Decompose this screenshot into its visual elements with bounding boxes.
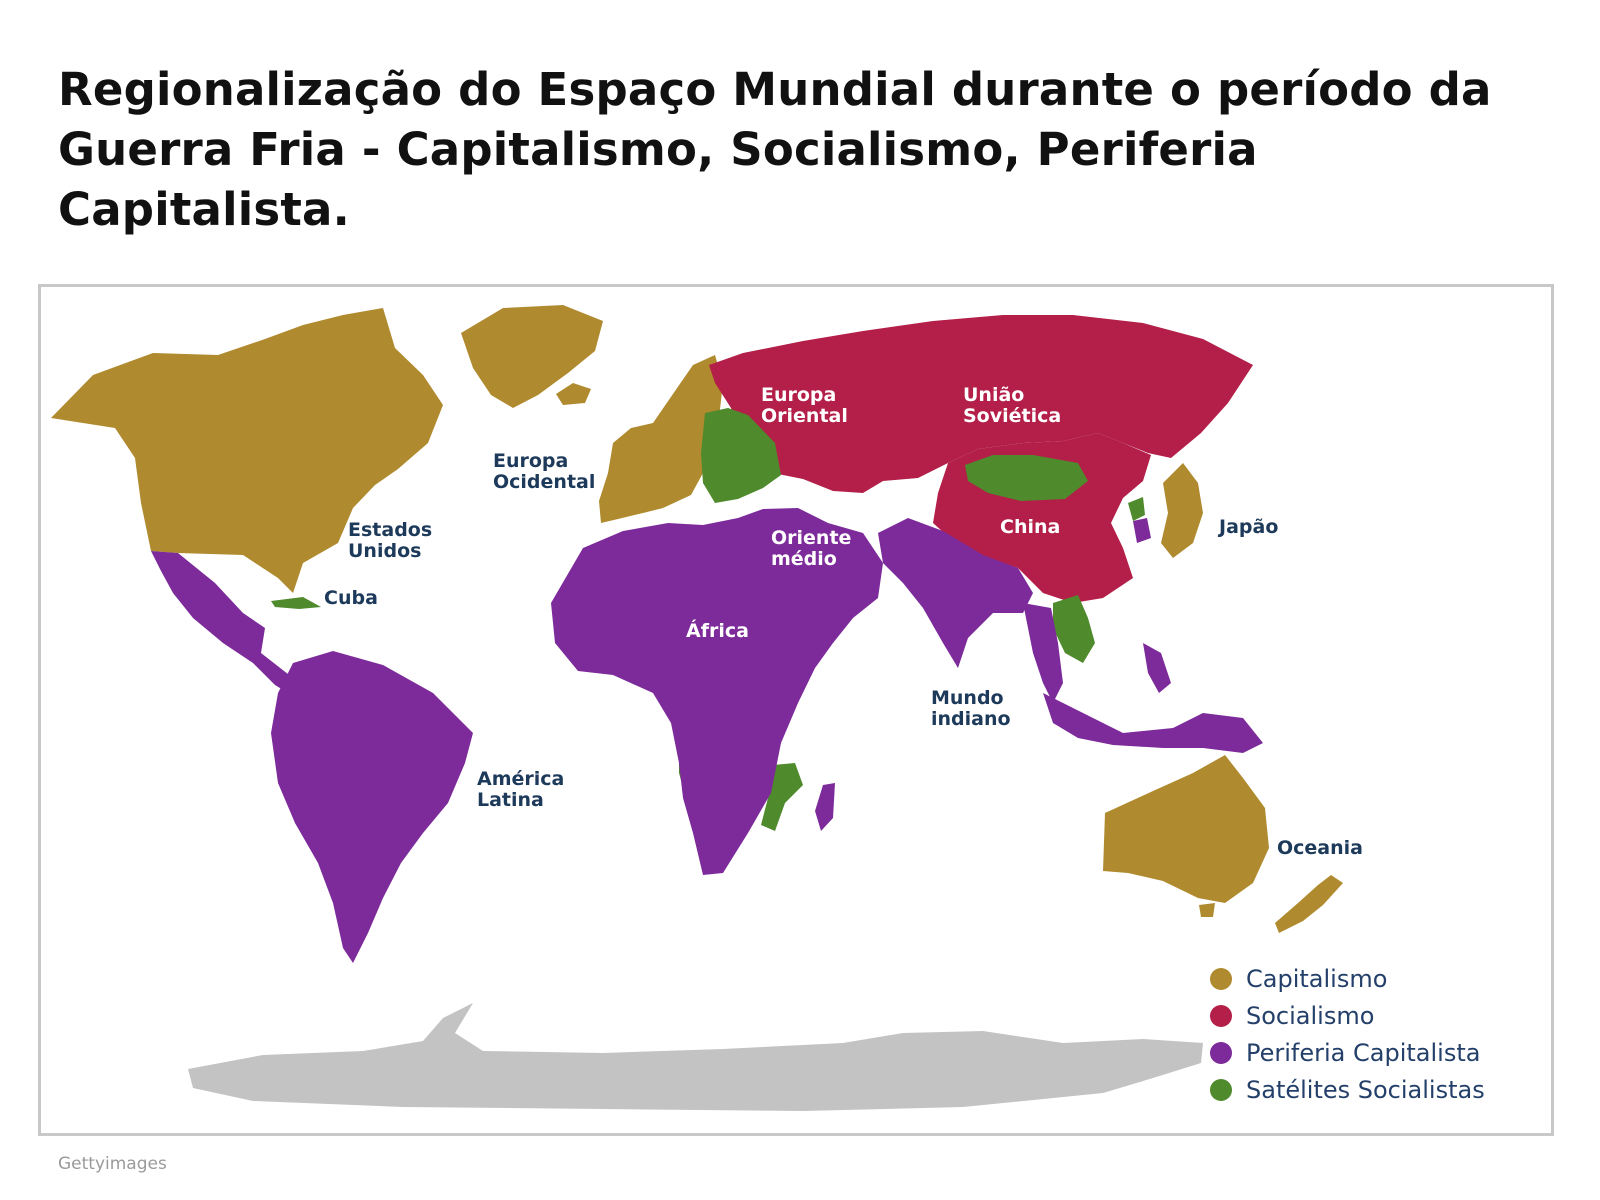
ussr-shape — [709, 315, 1253, 493]
legend-swatch-periferia — [1210, 1041, 1232, 1064]
mongolia-shape — [965, 455, 1088, 501]
cuba-shape — [271, 597, 321, 609]
map-label-cuba: Cuba — [324, 587, 378, 609]
antarctica-shape — [188, 1003, 1203, 1111]
legend-item-periferia: Periferia Capitalista — [1210, 1034, 1485, 1071]
western-europe-shape — [599, 355, 723, 523]
legend-swatch-capitalismo — [1210, 967, 1232, 990]
map-label-europa-ocidental: Europa Ocidental — [493, 450, 595, 493]
legend-label-periferia: Periferia Capitalista — [1246, 1038, 1481, 1067]
map-label-uniao-sovietica: União Soviética — [963, 384, 1061, 427]
map-label-europa-oriental: Europa Oriental — [761, 384, 848, 427]
south-asia-shape — [878, 518, 1033, 668]
map-label-mundo-indiano: Mundo indiano — [931, 687, 1011, 730]
southeast-asia-shape — [1023, 603, 1063, 703]
legend-label-satelites: Satélites Socialistas — [1246, 1075, 1485, 1104]
map-label-oriente-medio: Oriente médio — [771, 527, 858, 570]
indochina-shape — [1053, 595, 1095, 663]
new-zealand-shape — [1275, 875, 1343, 933]
map-title: Regionalização do Espaço Mundial durante… — [58, 63, 1492, 236]
africa-middle-east-shape — [551, 508, 883, 875]
tasmania-shape — [1199, 903, 1215, 917]
image-credit: Gettyimages — [58, 1154, 167, 1174]
map-label-america-latina: América Latina — [477, 768, 571, 811]
legend-item-capitalismo: Capitalismo — [1210, 960, 1485, 997]
legend-item-socialismo: Socialismo — [1210, 997, 1485, 1034]
greenland-shape — [461, 305, 603, 408]
world-map: Europa Oriental União Soviética Europa O… — [51, 305, 1363, 1111]
legend-item-satelites: Satélites Socialistas — [1210, 1071, 1485, 1108]
map-label-china: China — [1000, 516, 1060, 538]
japan-shape — [1161, 463, 1203, 558]
map-label-africa: África — [686, 619, 749, 642]
map-frame: Europa Oriental União Soviética Europa O… — [38, 284, 1554, 1136]
map-label-japao: Japão — [1217, 516, 1278, 538]
central-america-shape — [151, 551, 293, 693]
legend-swatch-socialismo — [1210, 1004, 1232, 1027]
legend-label-socialismo: Socialismo — [1246, 1001, 1375, 1030]
legend-swatch-satelites — [1210, 1078, 1232, 1101]
map-label-oceania: Oceania — [1277, 837, 1363, 859]
map-legend: Capitalismo Socialismo Periferia Capital… — [1210, 960, 1485, 1108]
south-america-shape — [271, 651, 473, 963]
south-korea-shape — [1133, 518, 1151, 543]
north-america-shape — [51, 308, 443, 593]
iceland-shape — [556, 383, 591, 405]
map-label-estados-unidos: Estados Unidos — [348, 519, 439, 562]
madagascar-shape — [815, 783, 835, 831]
eastern-bloc-shape — [701, 408, 781, 503]
philippines-shape — [1143, 643, 1171, 693]
north-korea-shape — [1128, 497, 1145, 521]
australia-shape — [1103, 755, 1269, 903]
legend-label-capitalismo: Capitalismo — [1246, 964, 1388, 993]
indonesia-shape — [1043, 693, 1263, 753]
